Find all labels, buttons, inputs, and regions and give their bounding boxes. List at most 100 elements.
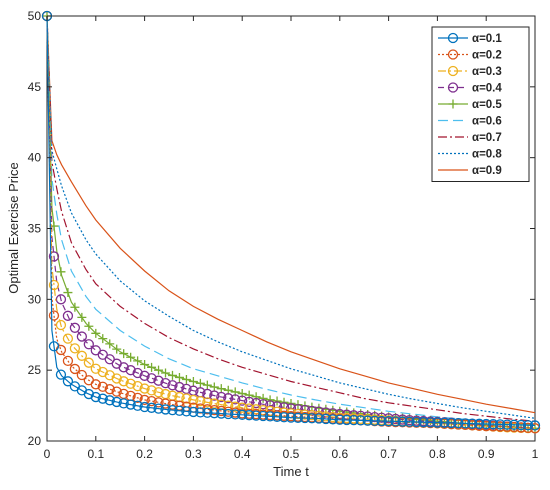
data-point [119,349,129,359]
data-point [62,333,74,344]
data-point [209,390,220,401]
data-point [104,384,115,395]
data-point [132,400,143,411]
data-point [230,401,241,412]
data-point [257,410,269,422]
series-8 [46,15,536,419]
data-point [153,403,164,414]
data-point [411,416,422,428]
series-7 [46,15,536,422]
data-point [76,331,88,342]
data-point [98,334,108,344]
data-point [118,362,129,373]
data-point [195,407,206,418]
data-point [153,375,164,386]
data-point [118,376,129,387]
data-point [69,363,81,375]
series-line [46,15,536,414]
data-point [188,406,199,418]
y-tick-label: 25 [28,363,42,377]
y-axis-ticks: 20 25 30 35 40 45 50 [28,9,535,448]
data-point [69,322,81,333]
data-point [272,396,282,406]
data-point [209,382,219,392]
data-point [195,395,206,407]
data-point [383,416,394,427]
data-point [216,391,227,403]
data-point [397,416,408,427]
data-point [508,419,520,430]
data-point [132,381,143,392]
data-point [181,374,191,384]
data-point [230,409,241,420]
data-point [161,368,171,378]
data-point [153,387,164,398]
data-point [139,394,150,406]
data-point [63,288,73,298]
data-point [265,395,275,405]
data-point [306,413,318,424]
data-point [425,417,436,428]
data-point [285,412,297,423]
data-point [111,396,122,408]
data-point [55,294,67,305]
data-point [250,410,262,421]
data-point [258,393,268,403]
data-point [146,402,157,413]
data-point [125,399,136,410]
data-point [160,398,171,409]
x-tick-label: 0.5 [283,447,300,461]
legend-marker [447,82,459,93]
data-point [132,392,143,404]
data-point [167,404,178,416]
data-point [467,418,478,429]
data-point [237,402,248,413]
legend-label: α=0.2 [472,50,502,62]
series-layer [41,10,541,434]
data-point [76,369,88,381]
data-point [390,416,401,427]
data-point [418,417,429,428]
data-point [140,360,150,369]
data-point [460,418,471,429]
data-point [146,373,157,384]
data-point [69,343,81,354]
data-point [174,381,185,393]
y-axis-label: Optimal Exercise Price [6,162,21,293]
data-point [237,395,248,406]
data-point [299,412,311,424]
data-point [97,393,108,404]
data-point [327,414,338,425]
data-point [112,344,122,354]
data-point [76,350,88,361]
data-point [55,319,67,331]
data-point [84,321,94,331]
y-tick-label: 35 [28,222,42,236]
x-tick-label: 0.1 [87,447,104,461]
x-tick-label: 0.2 [136,447,153,461]
data-point [126,352,136,362]
data-point [474,418,485,429]
data-point [515,419,527,431]
data-point [278,412,290,423]
data-point [188,377,198,386]
data-point [83,388,94,400]
data-point [167,380,178,391]
data-point [244,396,255,407]
data-point [55,369,67,380]
data-point [160,404,171,415]
data-point [77,312,87,322]
data-point [147,362,157,372]
series-1 [41,10,541,431]
legend-label: α=0.4 [472,83,502,95]
data-point [223,400,234,411]
legend-label: α=0.3 [472,66,502,78]
series-line [46,15,536,422]
y-tick-label: 50 [28,9,42,23]
data-point [83,339,94,350]
data-point [446,417,457,429]
data-point [529,420,541,431]
data-point [91,328,101,338]
x-axis-label: Time t [273,464,309,479]
legend-label: α=0.5 [472,99,502,111]
